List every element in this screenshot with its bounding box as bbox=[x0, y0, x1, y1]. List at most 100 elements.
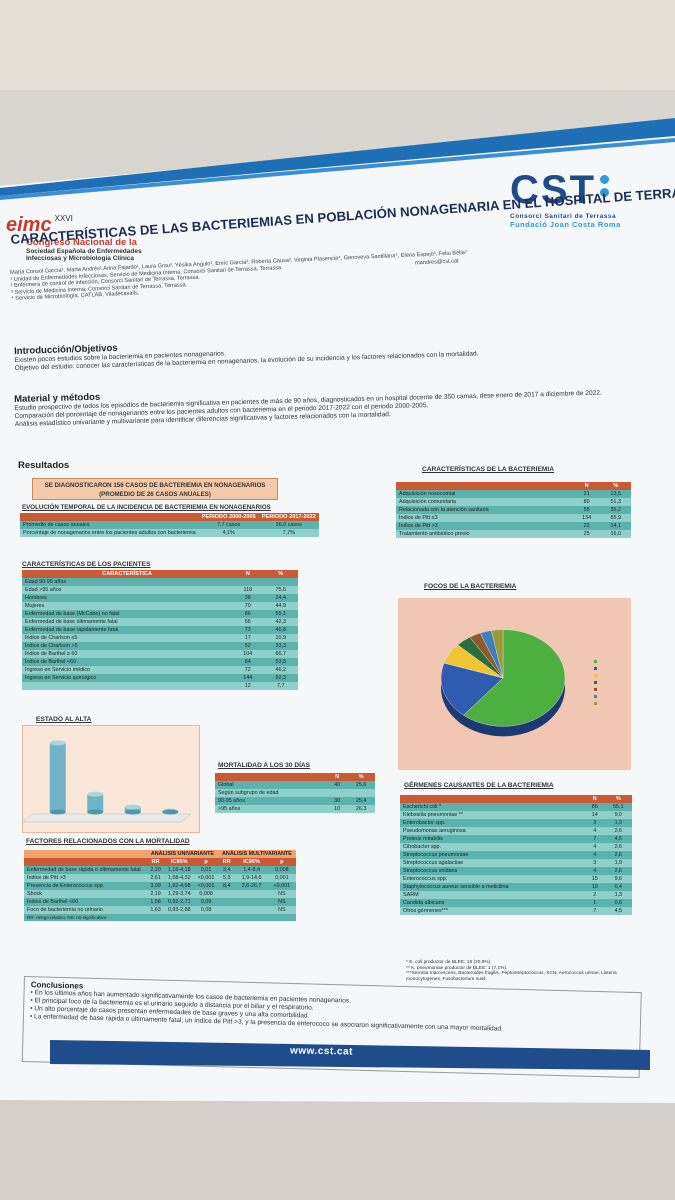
factors-cell: 0,008 bbox=[194, 890, 218, 898]
patients-row: Hombres 38 24,4 bbox=[22, 594, 298, 602]
patients-cell: Enfermedad de base últimamente fatal bbox=[22, 618, 233, 626]
patients-cell: 75,6 bbox=[263, 586, 298, 594]
factors-cell: Índice de Pitt >3 bbox=[24, 874, 147, 882]
evolution-header-row: PERIODO 2000-2005 PERIODO 2017-2022 bbox=[20, 513, 319, 521]
patients-cell: 33,3 bbox=[263, 642, 298, 650]
germs-cell: 4 bbox=[584, 827, 605, 835]
factors-table-wrap: ANÁLISIS UNIVARIANTE ANÁLISIS MULTIVARIAN… bbox=[24, 850, 296, 921]
bacteremia-table-wrap: N% Adquisición nosocomial 21 13,5 Adquisició… bbox=[396, 482, 631, 538]
germs-row: Candida albicans 1 0,6 bbox=[400, 899, 632, 907]
mortality30-row: >95 años 10 26,3 bbox=[215, 805, 375, 813]
mortality30-cell: 40 bbox=[327, 781, 348, 789]
factors-cell: 1,29-3,74 bbox=[164, 890, 195, 898]
factors-cell bbox=[217, 898, 236, 906]
eimc-line3: Infecciosas y Microbiología Clínica bbox=[26, 255, 135, 262]
foci-legend-swatch bbox=[594, 674, 597, 677]
germs-cell: Otros gérmenes*** bbox=[400, 907, 585, 915]
patients-cell: 73 bbox=[232, 626, 264, 634]
factors-row: Foco de bacteriemia no urinario 1,63 0,93-… bbox=[24, 906, 296, 914]
factors-cell: 0,01 bbox=[194, 866, 218, 874]
germs-cell: Pseudomonas aeruginosa bbox=[400, 827, 585, 835]
germs-cell: Staphylococcus aureus sensible a meticil… bbox=[400, 883, 585, 891]
patients-cell: 46,8 bbox=[263, 626, 298, 634]
factors-cell bbox=[217, 906, 236, 914]
germs-col-header: % bbox=[604, 795, 632, 803]
patients-cell: Hombres bbox=[22, 594, 233, 602]
bacteremia-cell: 85,9 bbox=[600, 514, 631, 522]
bacteremia-row: Índice de Pitt >3 22 14,1 bbox=[396, 522, 631, 530]
patients-cell: Ingreso en Servicio quirúrgico bbox=[22, 674, 233, 682]
factors-heading: FACTORES RELACIONADOS CON LA MORTALIDAD bbox=[26, 838, 190, 845]
germs-row: Enterobacter spp. 3 1,9 bbox=[400, 819, 632, 827]
foci-legend-swatch bbox=[594, 667, 597, 670]
germs-cell: 86 bbox=[584, 803, 605, 811]
factors-table: ANÁLISIS UNIVARIANTE ANÁLISIS MULTIVARIAN… bbox=[24, 850, 296, 921]
bacteremia-cell: 55 bbox=[572, 506, 601, 514]
discharge-chart bbox=[22, 740, 192, 823]
patients-cell: 38 bbox=[232, 594, 264, 602]
discharge-bar-top bbox=[49, 740, 66, 746]
mortality30-header-row: N% bbox=[215, 773, 375, 781]
germs-row: Streptococcus viridans 4 2,6 bbox=[400, 867, 632, 875]
cst-logo: CST Consorci Sanitari de Terrassa Fundac… bbox=[510, 168, 660, 229]
discharge-chart-box bbox=[22, 725, 200, 833]
bacteremia-row: Adquisición nosocomial 21 13,5 bbox=[396, 490, 631, 498]
germs-cell: 0,6 bbox=[604, 899, 632, 907]
patients-cell: Enfermedad de base (McCabe) no fatal bbox=[22, 610, 233, 618]
patients-cell: 10,9 bbox=[263, 634, 298, 642]
germs-note2: ** K. pneumoniae productor de BLEE: 1 (7… bbox=[406, 965, 508, 971]
germs-cell: Streptococcus agalactiae bbox=[400, 859, 585, 867]
patients-cell: Índice de Barthel ≥ 60 bbox=[22, 650, 233, 658]
germs-row: Streptococcus pneumoniae 4 2,6 bbox=[400, 851, 632, 859]
patients-row: Ingreso en Servicio quirúrgico 144 92,3 bbox=[22, 674, 298, 682]
factors-cell: Foco de bacteriemia no urinario bbox=[24, 906, 147, 914]
germs-cell: 55,1 bbox=[604, 803, 632, 811]
patients-cell: 118 bbox=[232, 586, 264, 594]
foci-pie-slice bbox=[463, 629, 566, 727]
patients-cell: 66 bbox=[232, 618, 264, 626]
bacteremia-cell: 35,2 bbox=[600, 506, 631, 514]
germs-cell: Streptococcus pneumoniae bbox=[400, 851, 585, 859]
patients-cell: 84 bbox=[232, 658, 264, 666]
mortality30-cell bbox=[347, 789, 375, 797]
germs-notes: * E. coli productor de BLEE: 18 (20,9%).… bbox=[406, 960, 631, 982]
discharge-bar-top bbox=[124, 804, 141, 810]
patients-cell: 70 bbox=[232, 602, 264, 610]
germs-row: Escherichi coli * 86 55,1 bbox=[400, 803, 632, 811]
bacteremia-row: Índice de Pitt ≤3 134 85,9 bbox=[396, 514, 631, 522]
factors-row: Enfermedad de base rápida o últimamente … bbox=[24, 866, 296, 874]
factors-cell bbox=[235, 906, 268, 914]
germs-row: Citrobacter spp. 4 2,6 bbox=[400, 843, 632, 851]
factors-cell: Enfermedad de base rápida o últimamente … bbox=[24, 866, 147, 874]
mortality30-cell: 10 bbox=[327, 805, 348, 813]
mortality30-cell: 30 bbox=[327, 797, 348, 805]
germs-cell: SARM bbox=[400, 891, 585, 899]
factors-row: Índice de Barthel <60 1,58 0,92-2,71 0,09 NS bbox=[24, 898, 296, 906]
bacteremia-cell: Relacionada con la atención sanitaria bbox=[396, 506, 573, 514]
results-banner-line2: (PROMEDIO DE 26 CASOS ANUALES) bbox=[99, 491, 211, 498]
factors-cell: <0,001 bbox=[194, 882, 218, 890]
germs-cell: 2,6 bbox=[604, 827, 632, 835]
patients-cell: 86 bbox=[232, 610, 264, 618]
bacteremia-col-header: % bbox=[600, 482, 631, 490]
germs-row: Enterococcus spp. 15 9,6 bbox=[400, 875, 632, 883]
bacteremia-col-header: N bbox=[572, 482, 601, 490]
bacteremia-cell: Adquisición nosocomial bbox=[396, 490, 573, 498]
bacteremia-cell: 14,1 bbox=[600, 522, 631, 530]
wall-background bbox=[0, 0, 675, 90]
bacteremia-cell: Tratamiento antibiótico previo bbox=[396, 530, 573, 538]
germs-row: Pseudomonas aeruginosa 4 2,6 bbox=[400, 827, 632, 835]
factors-header-row: RR IC95% p RR IC95% p bbox=[24, 858, 296, 866]
patients-row: Enfermedad de base últimamente fatal 66 42… bbox=[22, 618, 298, 626]
mortality30-cell bbox=[327, 789, 348, 797]
factors-col-header: RR bbox=[146, 858, 165, 866]
germs-cell: 10 bbox=[584, 883, 605, 891]
evolution-row: Promedio de casos anuales 7,7 casos 26,0 c… bbox=[20, 521, 319, 529]
foci-legend-swatch bbox=[594, 702, 597, 705]
factors-col-header: p bbox=[194, 858, 218, 866]
germs-cell: 9,0 bbox=[604, 811, 632, 819]
bacteremia-table: N% Adquisición nosocomial 21 13,5 Adquisició… bbox=[396, 482, 631, 538]
bacteremia-row: Tratamiento antibiótico previo 25 16,0 bbox=[396, 530, 631, 538]
patients-cell bbox=[263, 578, 298, 586]
germs-cell: 4,5 bbox=[604, 907, 632, 915]
